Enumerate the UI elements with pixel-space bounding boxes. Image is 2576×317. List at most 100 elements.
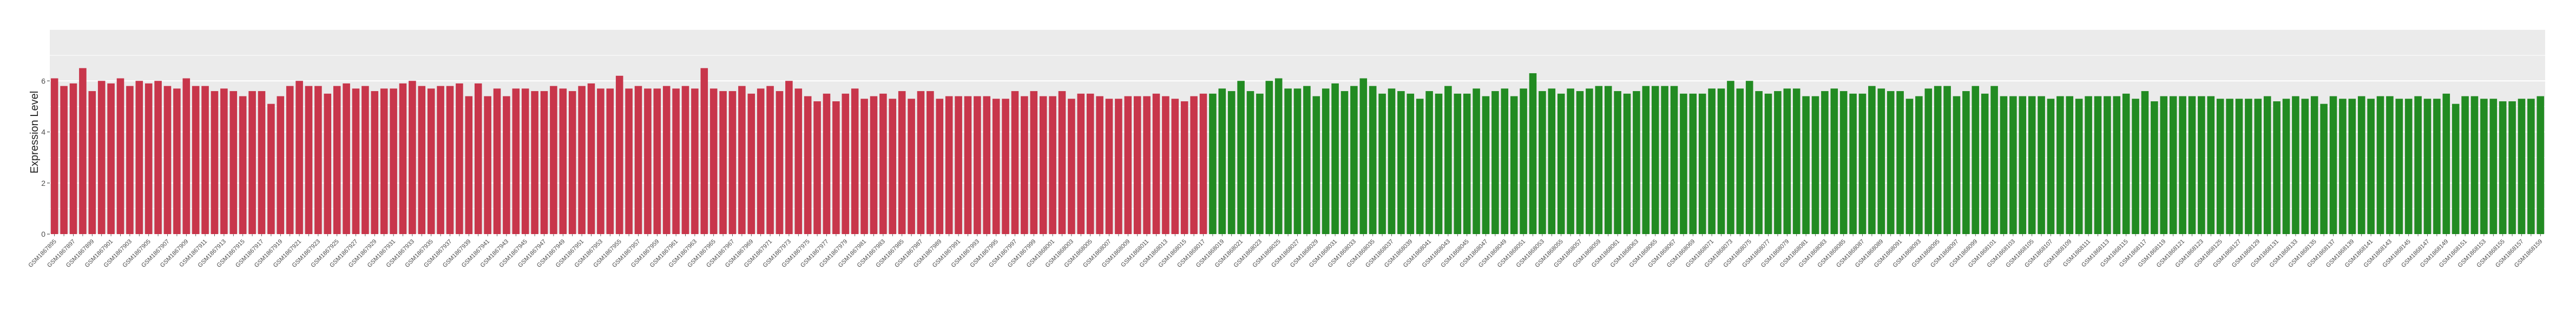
bar — [2423, 99, 2432, 234]
bar — [390, 88, 397, 234]
bar — [606, 88, 614, 234]
bar — [1407, 93, 1415, 234]
bar — [2132, 99, 2139, 234]
bar — [418, 86, 426, 234]
x-axis: GSM1867895GSM1867897GSM1867899GSM1867901… — [27, 234, 2544, 269]
bar — [983, 96, 991, 234]
bar — [1331, 83, 1339, 234]
bar — [324, 93, 332, 234]
bar — [719, 91, 727, 234]
bar — [2188, 96, 2196, 234]
bar — [295, 81, 303, 234]
bar — [277, 96, 285, 234]
bar — [653, 88, 661, 234]
bar — [2169, 96, 2177, 234]
bar — [493, 88, 501, 234]
bar — [1397, 91, 1405, 234]
bar — [2367, 99, 2375, 234]
bar — [2160, 96, 2168, 234]
bar — [1755, 91, 1763, 234]
bar — [992, 99, 1000, 234]
bar — [2320, 103, 2328, 234]
bar — [1849, 93, 1857, 234]
bar — [2198, 96, 2205, 234]
bar — [50, 78, 58, 235]
bar — [88, 91, 96, 234]
bar — [1953, 96, 1961, 234]
bar — [2301, 99, 2309, 234]
bar — [1520, 88, 1527, 234]
bar — [503, 96, 510, 234]
bar — [728, 91, 737, 234]
bar — [456, 83, 463, 234]
bar — [1378, 93, 1386, 234]
bar — [1030, 91, 1038, 234]
bar — [371, 91, 379, 234]
bar — [531, 91, 538, 234]
bar — [1227, 91, 1236, 234]
bar — [2254, 99, 2262, 234]
bar — [163, 86, 172, 234]
bar — [691, 88, 699, 234]
bar — [889, 99, 897, 234]
bar — [757, 88, 765, 234]
bar — [2028, 96, 2036, 234]
bar — [1557, 93, 1565, 234]
bar — [1708, 88, 1716, 234]
bar — [1529, 73, 1537, 235]
bar — [1359, 78, 1368, 235]
y-tick-label: 0 — [41, 230, 45, 238]
bar — [2470, 96, 2479, 234]
bar — [568, 91, 576, 234]
bar — [2461, 96, 2469, 234]
bar — [1651, 86, 1659, 234]
bar — [182, 78, 190, 235]
bar — [1633, 91, 1640, 234]
bar — [662, 86, 671, 234]
bar — [2245, 99, 2252, 234]
bar — [1642, 86, 1650, 234]
bar — [813, 101, 821, 234]
bar — [1623, 93, 1631, 234]
bar — [1501, 88, 1509, 234]
bar — [1388, 88, 1396, 234]
bar — [409, 81, 416, 234]
bar — [615, 75, 623, 234]
bar — [1670, 86, 1678, 234]
bar — [126, 86, 134, 234]
bars-layer — [50, 68, 2545, 235]
bar — [2376, 96, 2384, 234]
bar — [2282, 99, 2290, 234]
bar — [1727, 81, 1734, 234]
bar — [135, 81, 143, 234]
bar — [540, 91, 548, 234]
bar — [1868, 86, 1876, 234]
bar — [1576, 91, 1584, 234]
bar — [2386, 96, 2394, 234]
bar — [1491, 91, 1499, 234]
bar — [1463, 93, 1471, 234]
bar — [2404, 99, 2413, 234]
bar — [427, 88, 435, 234]
bar — [1887, 91, 1895, 234]
bar — [2263, 96, 2271, 234]
bar — [1943, 86, 1951, 234]
bar — [229, 91, 238, 234]
bar — [333, 86, 341, 234]
bar — [2141, 91, 2149, 234]
bar — [945, 96, 953, 234]
bar — [2047, 99, 2055, 234]
bar — [1482, 96, 1490, 234]
bar — [2414, 96, 2422, 234]
bar — [2235, 99, 2243, 234]
bar — [747, 93, 755, 234]
bar — [380, 88, 388, 234]
bar — [1539, 91, 1546, 234]
bar — [2310, 96, 2318, 234]
bar — [1698, 93, 1706, 234]
bar — [239, 96, 247, 234]
bar — [917, 91, 925, 234]
bar — [314, 86, 322, 234]
bar — [1896, 91, 1904, 234]
bar — [1218, 88, 1226, 234]
